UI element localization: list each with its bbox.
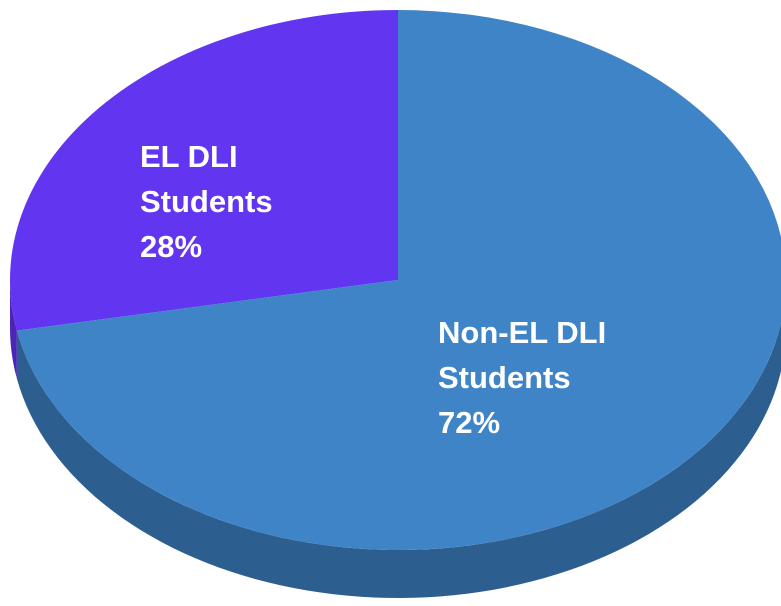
slice-label: Non-EL DLI Students 72% (438, 310, 658, 445)
slice-side (10, 280, 17, 379)
value-label: 28% (140, 229, 203, 264)
category-label: EL DLI Students (140, 139, 273, 219)
slice (16, 10, 781, 550)
value-label: 72% (438, 405, 501, 440)
category-label: Non-EL DLI Students (438, 315, 607, 395)
slice (9, 10, 398, 331)
slice-label: EL DLI Students 28% (140, 134, 310, 269)
slice-side (16, 322, 781, 598)
